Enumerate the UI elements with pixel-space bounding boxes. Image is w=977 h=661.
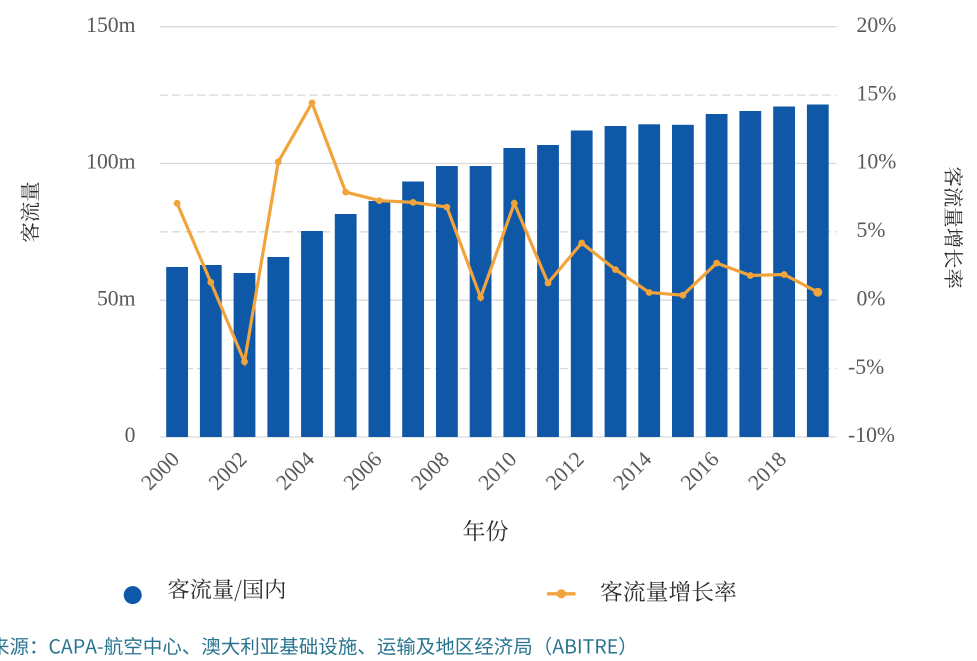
svg-text:0%: 0% <box>857 286 886 310</box>
svg-text:-10%: -10% <box>848 423 895 447</box>
svg-text:-5%: -5% <box>848 355 884 379</box>
svg-text:10%: 10% <box>857 150 897 174</box>
svg-text:150m: 150m <box>86 13 136 37</box>
svg-text:15%: 15% <box>857 81 897 105</box>
svg-text:0: 0 <box>125 423 136 447</box>
svg-text:5%: 5% <box>857 218 886 242</box>
svg-text:20%: 20% <box>857 13 897 37</box>
svg-text:100m: 100m <box>86 150 136 174</box>
svg-text:50m: 50m <box>97 286 136 310</box>
